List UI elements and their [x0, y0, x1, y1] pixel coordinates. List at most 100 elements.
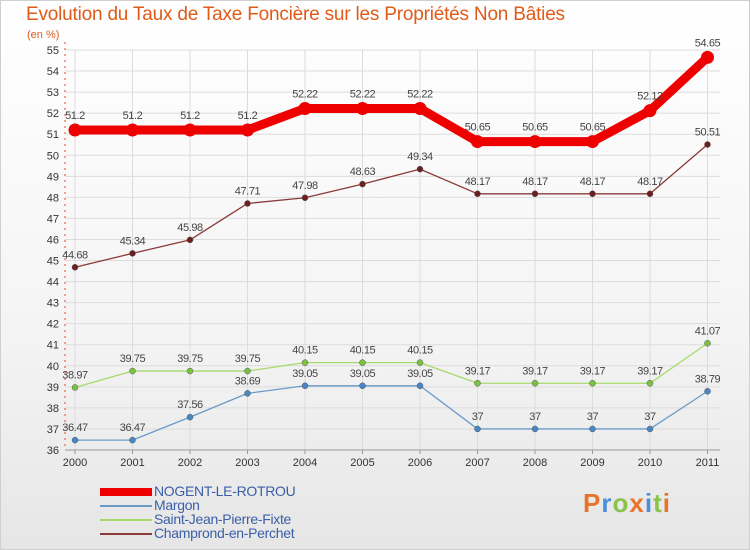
data-label: 37 [644, 411, 656, 423]
data-point [413, 102, 427, 116]
data-point [298, 102, 312, 116]
data-label: 36.47 [62, 422, 88, 434]
data-label: 37 [587, 411, 599, 423]
legend-swatch [100, 533, 152, 535]
y-tick-label: 45 [47, 256, 59, 268]
y-tick-label: 52 [47, 108, 59, 120]
data-point [301, 359, 309, 366]
data-point [474, 190, 481, 198]
data-label: 37 [529, 411, 541, 423]
series-line-champrond-en-perchet [74, 144, 708, 268]
logo-letter: x [629, 488, 645, 518]
series-line-saint-jean-pierre-fixte [74, 342, 708, 389]
legend-label: NOGENT-LE-ROTROU [154, 483, 296, 499]
data-label: 39.17 [522, 365, 548, 377]
proxiti-logo: Proxiti [583, 488, 671, 519]
data-point [643, 104, 657, 118]
data-label: 50.51 [695, 127, 721, 139]
data-point [646, 190, 654, 198]
data-label: 52.22 [350, 89, 376, 101]
data-label: 39.75 [235, 353, 261, 365]
data-label: 39.17 [465, 365, 491, 377]
data-point [531, 190, 539, 198]
legend-label: Saint-Jean-Pierre-Fixte [154, 511, 292, 527]
legend-swatch [100, 488, 152, 496]
axes: 36 37 38 39 40 41 42 43 44 45 46 47 48 49 50 51 52 53 54 55… [47, 42, 720, 469]
data-point [244, 200, 251, 207]
x-tick-label: 2008 [523, 457, 547, 469]
data-point [646, 425, 654, 433]
data-point [589, 190, 596, 198]
data-point [126, 123, 139, 137]
data-label: 52.12 [637, 91, 663, 103]
data-point [241, 123, 254, 137]
logo-letter: r [601, 488, 613, 518]
data-labels: 44.68 45.34 45.98 47.71 47.98 48.63 49.34 48.17… [62, 37, 721, 434]
data-point [531, 380, 539, 387]
chart-title: Evolution du Taux de Taxe Foncière sur l… [26, 4, 565, 25]
y-tick-label: 48 [47, 192, 59, 204]
data-point [474, 425, 481, 433]
data-point [704, 340, 711, 347]
x-tick-label: 2010 [638, 457, 662, 469]
data-point [129, 436, 136, 444]
legend-label: Champrond-en-Perchet [154, 525, 295, 541]
data-label: 39.75 [177, 353, 203, 365]
y-tick-label: 49 [47, 171, 59, 183]
data-label: 51.2 [123, 110, 143, 122]
logo-letter: i [662, 488, 671, 518]
data-label: 40.15 [407, 345, 433, 357]
data-label: 47.71 [235, 185, 261, 197]
data-label: 39.75 [120, 353, 146, 365]
data-point [528, 135, 542, 149]
data-point [589, 380, 596, 387]
data-label: 48.17 [465, 176, 491, 188]
x-tick-label: 2000 [63, 457, 87, 469]
data-point [704, 388, 711, 395]
y-tick-label: 51 [47, 129, 59, 141]
data-label: 39.05 [407, 368, 433, 380]
series-line-margon [75, 385, 708, 441]
x-tick-label: 2006 [408, 457, 432, 469]
x-tick-label: 2011 [696, 457, 720, 469]
data-label: 48.17 [580, 176, 606, 188]
data-label: 51.2 [65, 110, 85, 122]
data-label: 50.65 [522, 122, 548, 134]
data-label: 39.17 [580, 365, 606, 377]
series [68, 50, 714, 444]
x-tick-label: 2003 [235, 457, 259, 469]
data-point [71, 384, 79, 391]
y-tick-label: 55 [47, 45, 59, 57]
data-label: 52.22 [407, 89, 433, 101]
y-tick-label: 47 [47, 213, 59, 225]
data-point [416, 382, 424, 390]
data-point [129, 367, 136, 375]
data-point [704, 141, 711, 148]
data-label: 45.34 [120, 235, 146, 247]
data-point [129, 250, 136, 257]
data-point [416, 359, 424, 366]
x-tick-label: 2007 [465, 457, 489, 469]
y-tick-label: 44 [47, 277, 59, 289]
data-label: 54.65 [695, 37, 721, 49]
data-point [359, 359, 366, 366]
data-label: 50.65 [465, 122, 491, 134]
logo-letter: t [653, 488, 663, 518]
data-label: 40.15 [292, 345, 318, 357]
unit-label: (en %) [27, 29, 60, 41]
data-point [244, 390, 251, 397]
data-label: 37 [472, 411, 484, 423]
y-tick-label: 38 [47, 403, 59, 415]
data-label: 41.07 [695, 325, 721, 337]
y-tick-label: 41 [47, 340, 59, 352]
y-tick-label: 53 [47, 87, 59, 99]
data-label: 39.05 [350, 368, 376, 380]
data-point [71, 264, 79, 271]
data-point [416, 165, 424, 173]
data-point [471, 135, 484, 149]
y-tick-label: 39 [47, 382, 59, 394]
logo-letter: i [644, 488, 654, 518]
data-point [68, 123, 82, 137]
data-label: 47.98 [292, 180, 318, 192]
